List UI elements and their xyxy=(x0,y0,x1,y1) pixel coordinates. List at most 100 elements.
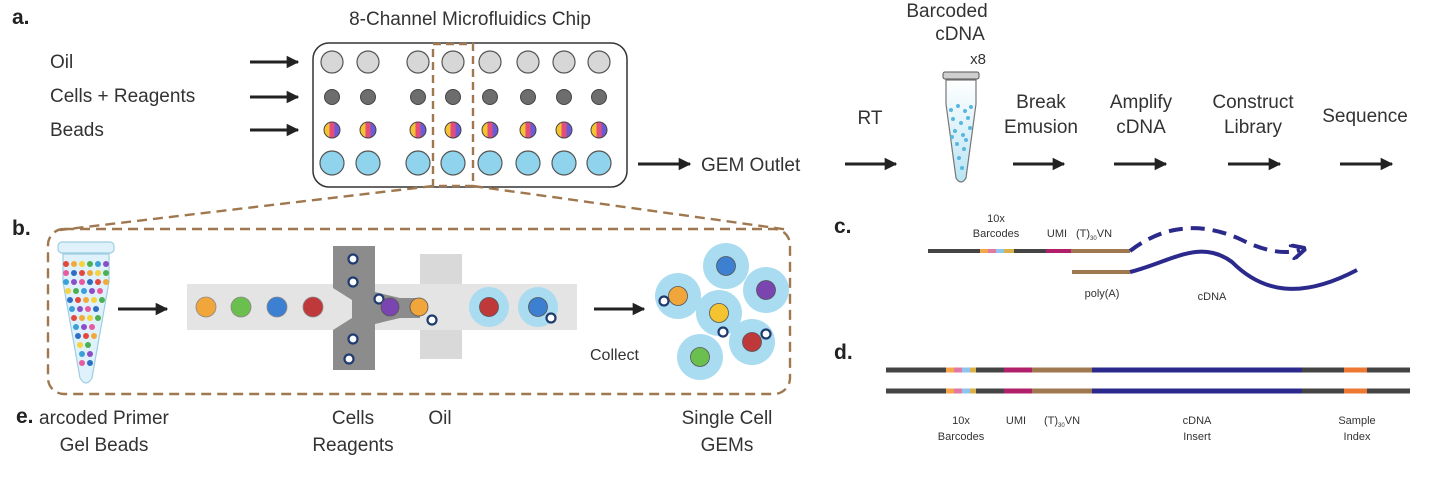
cell-particle xyxy=(343,353,355,365)
bead-well xyxy=(519,121,537,139)
cdna-dot xyxy=(953,129,957,133)
gel-bead-dot xyxy=(95,261,101,267)
gem-well xyxy=(477,150,503,176)
gel-bead-dot xyxy=(71,315,77,321)
d-index-line2: Index xyxy=(1344,431,1371,443)
gel-bead-dot xyxy=(73,288,79,294)
cell-particle xyxy=(347,276,359,288)
gel-bead-dot xyxy=(87,351,93,357)
gel-bead-dot xyxy=(77,306,83,312)
tube-multiplier: x8 xyxy=(970,51,986,68)
bead-well xyxy=(323,121,341,139)
step-rt-label: RT xyxy=(858,108,883,129)
gel-bead-dot xyxy=(79,261,85,267)
gel-bead xyxy=(230,296,252,318)
gel-bead-dot xyxy=(79,315,85,321)
panel-letter-c: c. xyxy=(834,215,852,238)
gel-bead-dot xyxy=(79,270,85,276)
gel-bead-dot xyxy=(95,315,101,321)
gel-bead-dot xyxy=(71,261,77,267)
gel-bead-dot xyxy=(89,324,95,330)
gel-bead-dot xyxy=(63,261,69,267)
collected-cell xyxy=(658,295,670,307)
cdna-dot xyxy=(968,126,972,130)
gel-bead-dot xyxy=(73,324,79,330)
bead-well xyxy=(481,121,499,139)
input-oil-label: Oil xyxy=(50,52,73,73)
panel-letter-b: b. xyxy=(12,217,31,240)
gel-bead xyxy=(266,296,288,318)
cdna-dot xyxy=(951,117,955,121)
step-break-line2: Emusion xyxy=(1004,117,1078,138)
cell-particle xyxy=(347,333,359,345)
gel-bead-dot xyxy=(75,333,81,339)
gel-bead xyxy=(195,296,217,318)
d-umi-label: UMI xyxy=(1006,415,1026,427)
cdna-dot xyxy=(964,138,968,142)
cell-well xyxy=(360,89,376,105)
tube-label-line1: Barcoded xyxy=(906,1,987,22)
oil-well xyxy=(406,50,430,74)
gel-bead-dot xyxy=(87,360,93,366)
step-sequence-label: Sequence xyxy=(1322,106,1408,127)
panel-letter-e: e. xyxy=(16,405,34,428)
step-construct-line2: Library xyxy=(1224,117,1283,138)
gel-bead-dots xyxy=(63,261,109,366)
cdna-dot xyxy=(969,105,973,109)
cdna-dot xyxy=(950,135,954,139)
oil-well xyxy=(441,50,465,74)
step-amplify-line1: Amplify xyxy=(1110,92,1173,113)
d-barcodes-line1: 10x xyxy=(952,415,970,427)
panel-c: 10x Barcodes UMI (T)30VN poly(A) cDNA xyxy=(928,213,1358,303)
oil-well xyxy=(356,50,380,74)
c-barcodes-line1: 10x xyxy=(987,213,1005,225)
bead-well xyxy=(590,121,608,139)
gel-bead xyxy=(302,296,324,318)
input-beads-label: Beads xyxy=(50,120,104,141)
d-insert-line2: Insert xyxy=(1183,431,1211,443)
panel-letter-d: d. xyxy=(834,341,853,364)
gel-bead-dot xyxy=(77,342,83,348)
step-break-line1: Break xyxy=(1016,92,1066,113)
bead-well xyxy=(555,121,573,139)
cell-merge-bead xyxy=(380,297,400,317)
gems-label-line1: Single Cell xyxy=(682,408,773,429)
gel-bead-dot xyxy=(97,288,103,294)
chip-wells xyxy=(319,50,612,176)
bead-well xyxy=(359,121,377,139)
panel-letter-a: a. xyxy=(12,6,30,29)
cell-well xyxy=(520,89,536,105)
c-cdna-strand xyxy=(1129,249,1358,291)
gel-bead-dot xyxy=(79,360,85,366)
gel-bead-dot xyxy=(103,279,109,285)
cdna-dot xyxy=(962,147,966,151)
gems-label-line2: GEMs xyxy=(701,435,754,456)
cell-particle xyxy=(373,293,385,305)
gel-bead-dot xyxy=(71,270,77,276)
oil-well xyxy=(552,50,576,74)
d-index-line1: Sample xyxy=(1338,415,1375,427)
bead-well xyxy=(409,121,427,139)
oil-well xyxy=(320,50,344,74)
zoom-guide-right xyxy=(472,184,791,232)
gel-beads-label-line2: Gel Beads xyxy=(60,435,149,456)
gel-bead-dot xyxy=(89,288,95,294)
gel-bead-dot xyxy=(79,351,85,357)
gel-bead-dot xyxy=(79,279,85,285)
cell-well xyxy=(482,89,498,105)
gel-bead-dot xyxy=(87,270,93,276)
gel-bead-dot xyxy=(65,288,71,294)
cell-particle xyxy=(347,253,359,265)
c-tvn-label: (T)30VN xyxy=(1076,228,1112,242)
input-cells-label: Cells + Reagents xyxy=(50,86,195,107)
zoom-region xyxy=(46,227,792,396)
d-barcodes-line2: Barcodes xyxy=(938,431,985,443)
gel-bead-dot xyxy=(87,279,93,285)
gel-bead-dot xyxy=(63,270,69,276)
gem-well xyxy=(586,150,612,176)
cdna-dot xyxy=(963,109,967,113)
gel-bead-dot xyxy=(83,333,89,339)
c-polya-label: poly(A) xyxy=(1085,288,1120,300)
gel-bead-dot xyxy=(91,297,97,303)
collected-bead xyxy=(709,303,729,323)
